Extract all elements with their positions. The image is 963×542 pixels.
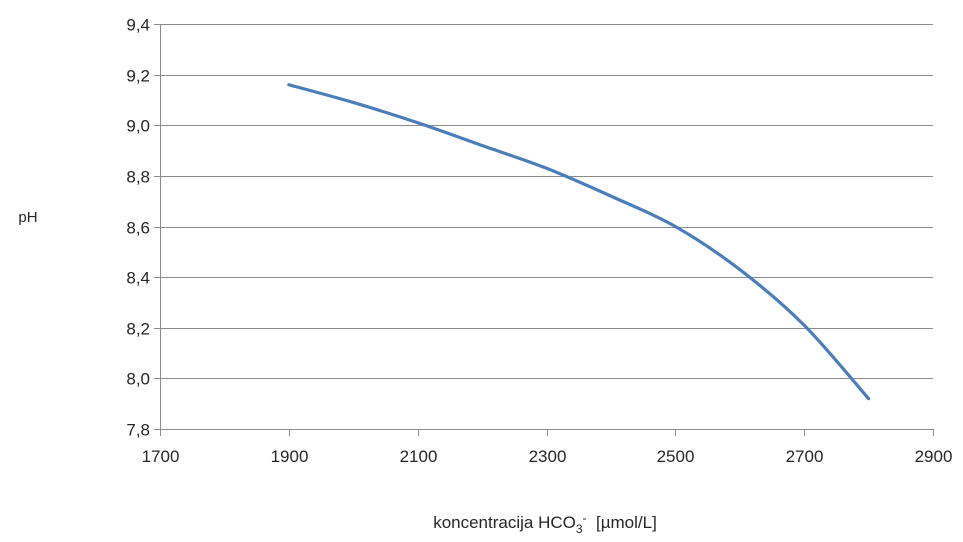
x-tick-label: 2100 — [400, 447, 438, 466]
y-axis-title: pH — [18, 209, 37, 226]
y-tick-label: 9,0 — [126, 117, 150, 136]
y-tick-label: 8,0 — [126, 370, 150, 389]
x-tick-label: 2700 — [786, 447, 824, 466]
data-point — [803, 324, 806, 327]
y-tick-label: 8,2 — [126, 320, 150, 339]
x-tick-label: 2900 — [915, 447, 953, 466]
data-point — [867, 397, 870, 400]
x-tick-label: 2300 — [529, 447, 567, 466]
x-axis-title: koncentracija HCO3- [µmol/L] — [433, 511, 657, 536]
data-point — [416, 121, 419, 124]
data-point — [287, 83, 290, 86]
data-point — [545, 167, 548, 170]
data-point — [674, 225, 677, 228]
axes — [154, 24, 934, 436]
data-point — [738, 268, 741, 271]
x-axis-title-prefix: koncentracija HCO — [433, 513, 576, 532]
x-axis-title-subscript: 3 — [576, 522, 583, 536]
y-tick-label: 7,8 — [126, 421, 150, 440]
x-tick-label: 2500 — [657, 447, 695, 466]
series-layer — [287, 83, 871, 401]
y-tick-label: 8,8 — [126, 168, 150, 187]
x-axis-title-superscript: - — [583, 511, 587, 525]
series-line — [287, 83, 871, 401]
gridlines — [160, 24, 933, 379]
tick-labels: 7,8 8,0 8,2 8,4 8,6 8,8 9,0 9,2 9,4 1700 1900 2100 2… — [126, 16, 952, 467]
data-point — [609, 195, 612, 198]
x-axis-title-suffix: [µmol/L] — [587, 513, 657, 532]
x-tick-label: 1900 — [271, 447, 309, 466]
y-tick-label: 8,4 — [126, 269, 150, 288]
y-tick-label: 8,6 — [126, 219, 150, 238]
data-point — [352, 101, 355, 104]
y-tick-label: 9,2 — [126, 67, 150, 86]
x-tick-label: 1700 — [142, 447, 180, 466]
y-tick-label: 9,4 — [126, 16, 150, 35]
data-point — [481, 144, 484, 147]
